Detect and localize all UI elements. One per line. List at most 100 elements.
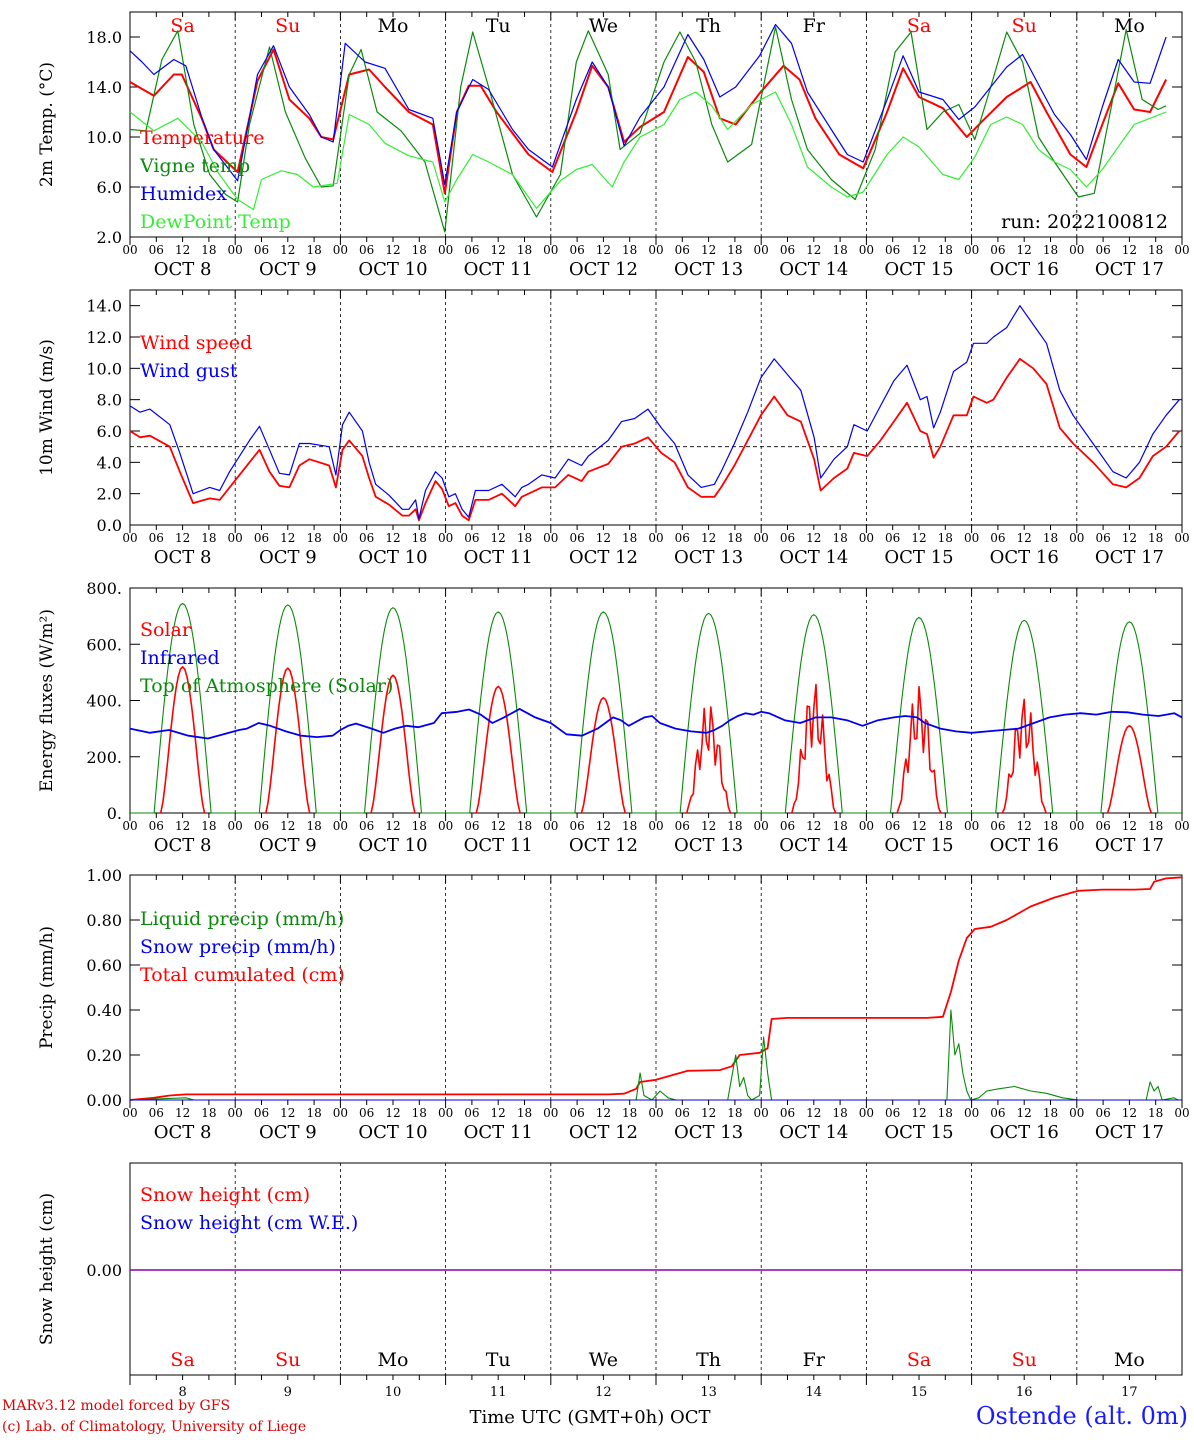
series-line-temperature	[129, 48, 1167, 195]
y-tick-label: 0.80	[86, 911, 122, 930]
y-tick-label: 600.	[86, 635, 122, 654]
date-label: OCT 8	[154, 835, 212, 856]
hour-tick-label: 12	[175, 531, 190, 545]
weekday-label: Su	[275, 15, 300, 37]
hour-tick-label: 12	[491, 819, 506, 833]
hour-tick-label: 18	[306, 1106, 321, 1120]
hour-tick-label: 18	[938, 243, 953, 257]
y-tick-label: 0.	[107, 804, 122, 823]
date-label: OCT 8	[154, 547, 212, 568]
hour-tick-label: 12	[280, 531, 295, 545]
date-label: OCT 17	[1095, 259, 1164, 280]
y-tick-label: 6.0	[97, 178, 122, 197]
hour-tick-label: 12	[701, 819, 716, 833]
hour-tick-label: 00	[859, 531, 874, 545]
y-tick-label: 0.40	[86, 1001, 122, 1020]
hour-tick-label: 00	[1174, 243, 1189, 257]
hour-tick-label: 12	[701, 243, 716, 257]
hour-tick-label: 18	[622, 1106, 637, 1120]
hour-tick-label: 00	[122, 819, 137, 833]
hour-tick-label: 06	[569, 1106, 584, 1120]
hour-tick-label: 00	[122, 1106, 137, 1120]
hour-tick-label: 00	[1069, 819, 1084, 833]
weekday-label: Mo	[1114, 15, 1145, 37]
day-number-label: 14	[806, 1385, 823, 1400]
hour-tick-label: 06	[569, 243, 584, 257]
hour-tick-label: 18	[412, 531, 427, 545]
y-tick-label: 0.00	[86, 1091, 122, 1110]
hour-tick-label: 12	[701, 1106, 716, 1120]
hour-tick-label: 18	[727, 1106, 742, 1120]
hour-tick-label: 06	[254, 819, 269, 833]
hour-tick-label: 12	[491, 1106, 506, 1120]
hour-tick-label: 06	[990, 819, 1005, 833]
hour-tick-label: 00	[964, 1106, 979, 1120]
weekday-label: Mo	[378, 15, 409, 37]
weekday-label: Sa	[907, 15, 931, 37]
weekday-label: Mo	[378, 1349, 409, 1371]
y-tick-label: 0.0	[97, 516, 122, 535]
hour-tick-label: 00	[859, 819, 874, 833]
y-tick-label: 14.0	[86, 78, 122, 97]
hour-tick-label: 06	[780, 1106, 795, 1120]
y-tick-label: 1.00	[86, 866, 122, 885]
hour-tick-label: 12	[175, 819, 190, 833]
hour-tick-label: 12	[596, 243, 611, 257]
hour-tick-label: 18	[832, 531, 847, 545]
hour-tick-label: 06	[254, 1106, 269, 1120]
legend-entry: Liquid precip (mm/h)	[140, 908, 344, 930]
hour-tick-label: 00	[543, 531, 558, 545]
hour-tick-label: 00	[964, 819, 979, 833]
hour-tick-label: 06	[675, 243, 690, 257]
solar-bump	[791, 683, 837, 814]
y-tick-label: 4.0	[97, 453, 122, 472]
day-number-label: 17	[1121, 1385, 1138, 1400]
date-label: OCT 14	[779, 547, 848, 568]
hour-tick-label: 18	[201, 531, 216, 545]
hour-tick-label: 06	[464, 531, 479, 545]
weekday-label: Sa	[170, 1349, 194, 1371]
hour-tick-label: 12	[911, 819, 926, 833]
hour-tick-label: 12	[1122, 1106, 1137, 1120]
hour-tick-label: 12	[1017, 1106, 1032, 1120]
hour-tick-label: 00	[228, 531, 243, 545]
y-axis-label: 2m Temp. (°C)	[37, 62, 57, 187]
hour-tick-label: 06	[464, 1106, 479, 1120]
series-line-dewpoint-temp	[129, 91, 1167, 211]
date-label: OCT 15	[884, 835, 953, 856]
hour-tick-label: 06	[464, 819, 479, 833]
hour-tick-label: 18	[622, 819, 637, 833]
hour-tick-label: 12	[911, 531, 926, 545]
hour-tick-label: 18	[517, 243, 532, 257]
hour-tick-label: 18	[1148, 531, 1163, 545]
weekday-label: Su	[275, 1349, 300, 1371]
date-label: OCT 16	[990, 259, 1059, 280]
hour-tick-label: 12	[806, 819, 821, 833]
legend-entry: Temperature	[140, 127, 264, 149]
solar-bump	[370, 674, 416, 814]
hour-tick-label: 00	[438, 243, 453, 257]
hour-tick-label: 12	[596, 531, 611, 545]
hour-tick-label: 18	[832, 1106, 847, 1120]
hour-tick-label: 18	[938, 1106, 953, 1120]
panel-frame-1	[129, 11, 1183, 238]
hour-tick-label: 18	[1148, 819, 1163, 833]
hour-tick-label: 00	[333, 819, 348, 833]
y-axis-label: Snow height (cm)	[37, 1193, 57, 1345]
hour-tick-label: 18	[727, 243, 742, 257]
hour-tick-label: 18	[622, 531, 637, 545]
toa-solar-arch	[761, 614, 867, 814]
hour-tick-label: 12	[701, 531, 716, 545]
hour-tick-label: 00	[543, 819, 558, 833]
date-label: OCT 9	[259, 259, 317, 280]
hour-tick-label: 06	[885, 243, 900, 257]
y-tick-label: 0.60	[86, 956, 122, 975]
hour-tick-label: 12	[491, 531, 506, 545]
hour-tick-label: 06	[359, 1106, 374, 1120]
hour-tick-label: 18	[832, 243, 847, 257]
hour-tick-label: 12	[1122, 243, 1137, 257]
hour-tick-label: 00	[333, 1106, 348, 1120]
hour-tick-label: 00	[1174, 531, 1189, 545]
date-label: OCT 11	[464, 259, 533, 280]
